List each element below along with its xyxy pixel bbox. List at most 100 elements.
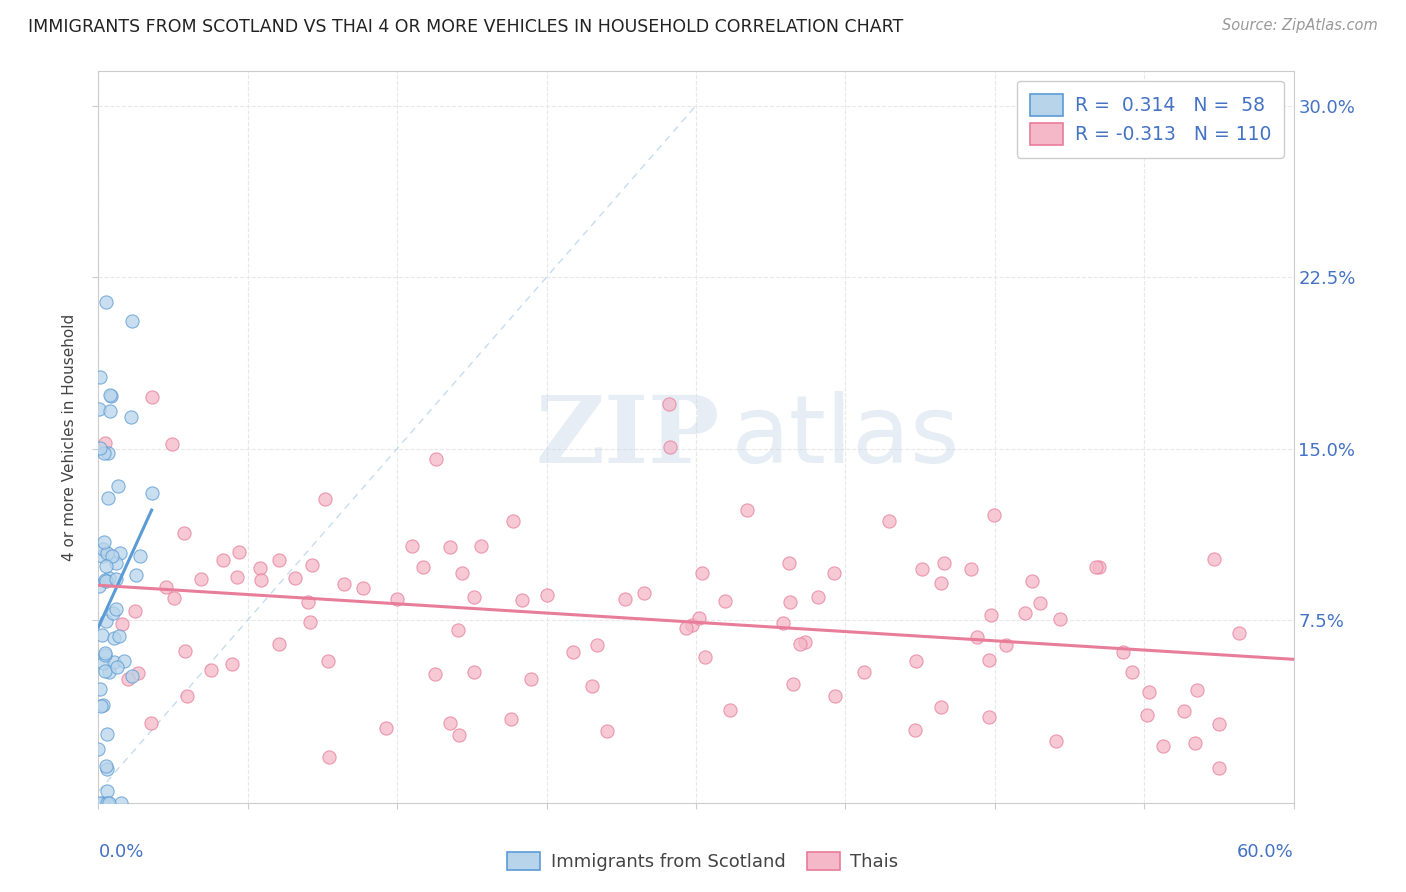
Point [155, 581, 177, 595]
Point [439, 716, 461, 731]
Point [905, 654, 928, 668]
Point [772, 615, 794, 630]
Point [200, 664, 222, 678]
Point [470, 539, 492, 553]
Point [692, 566, 714, 581]
Point [904, 723, 927, 737]
Point [96, 614, 118, 628]
Point [90, 698, 112, 713]
Point [977, 653, 1000, 667]
Point [103, 631, 125, 645]
Point [979, 709, 1001, 723]
Point [1136, 707, 1159, 722]
Point [89, 682, 111, 697]
Point [225, 570, 247, 584]
Point [682, 618, 704, 632]
Point [250, 573, 273, 587]
Text: Source: ZipAtlas.com: Source: ZipAtlas.com [1222, 18, 1378, 33]
Y-axis label: 4 or more Vehicles in Household: 4 or more Vehicles in Household [62, 313, 77, 561]
Point [97, 796, 120, 810]
Point [966, 630, 988, 644]
Point [932, 556, 955, 570]
Point [101, 549, 124, 563]
Point [1202, 552, 1225, 566]
Point [96, 574, 118, 589]
Point [108, 546, 131, 560]
Point [314, 491, 336, 506]
Point [510, 593, 533, 607]
Point [929, 700, 952, 714]
Point [1208, 717, 1230, 731]
Point [173, 526, 195, 541]
Text: atlas: atlas [733, 391, 960, 483]
Point [852, 665, 875, 680]
Point [97, 796, 120, 810]
Point [117, 672, 139, 686]
Point [794, 634, 817, 648]
Point [111, 617, 134, 632]
Text: ZIP: ZIP [536, 392, 720, 482]
Point [267, 553, 290, 567]
Point [824, 689, 846, 703]
Point [129, 549, 152, 564]
Point [614, 591, 637, 606]
Point [105, 660, 128, 674]
Point [1029, 596, 1052, 610]
Point [633, 586, 655, 600]
Point [96, 783, 118, 797]
Point [90, 549, 112, 563]
Point [91, 542, 114, 557]
Point [425, 451, 447, 466]
Point [561, 645, 583, 659]
Point [1152, 739, 1174, 754]
Point [299, 615, 322, 629]
Legend: Immigrants from Scotland, Thais: Immigrants from Scotland, Thais [501, 845, 905, 879]
Point [107, 479, 129, 493]
Point [779, 595, 801, 609]
Point [162, 591, 184, 606]
Point [1184, 736, 1206, 750]
Point [284, 571, 307, 585]
Point [536, 588, 558, 602]
Point [91, 656, 114, 670]
Point [103, 656, 125, 670]
Point [439, 540, 461, 554]
Point [983, 508, 1005, 522]
Point [1208, 761, 1230, 775]
Point [89, 369, 111, 384]
Point [877, 514, 900, 528]
Point [718, 703, 741, 717]
Point [581, 679, 603, 693]
Point [96, 763, 118, 777]
Point [447, 624, 470, 638]
Point [176, 689, 198, 703]
Point [267, 636, 290, 650]
Point [104, 573, 127, 587]
Point [87, 796, 110, 810]
Point [401, 539, 423, 553]
Point [125, 568, 148, 582]
Point [98, 665, 121, 679]
Point [387, 592, 409, 607]
Point [499, 712, 522, 726]
Legend: R =  0.314   N =  58, R = -0.313   N = 110: R = 0.314 N = 58, R = -0.313 N = 110 [1017, 81, 1284, 158]
Point [447, 728, 470, 742]
Point [97, 571, 120, 585]
Point [596, 723, 619, 738]
Point [318, 750, 340, 764]
Point [94, 664, 117, 678]
Point [108, 629, 131, 643]
Point [89, 401, 111, 416]
Point [520, 672, 543, 686]
Point [212, 552, 235, 566]
Point [980, 608, 1002, 623]
Point [316, 654, 339, 668]
Point [789, 637, 811, 651]
Point [301, 558, 323, 572]
Point [120, 409, 142, 424]
Point [91, 628, 114, 642]
Point [412, 560, 434, 574]
Point [586, 638, 609, 652]
Point [94, 648, 117, 663]
Point [141, 485, 163, 500]
